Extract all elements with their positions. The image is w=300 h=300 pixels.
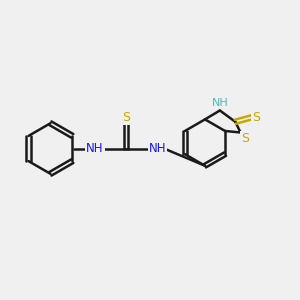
Text: NH: NH [149,142,166,155]
Text: S: S [241,132,249,145]
Text: S: S [252,111,260,124]
Text: NH: NH [212,98,228,108]
Text: NH: NH [86,142,104,155]
Text: S: S [122,111,130,124]
